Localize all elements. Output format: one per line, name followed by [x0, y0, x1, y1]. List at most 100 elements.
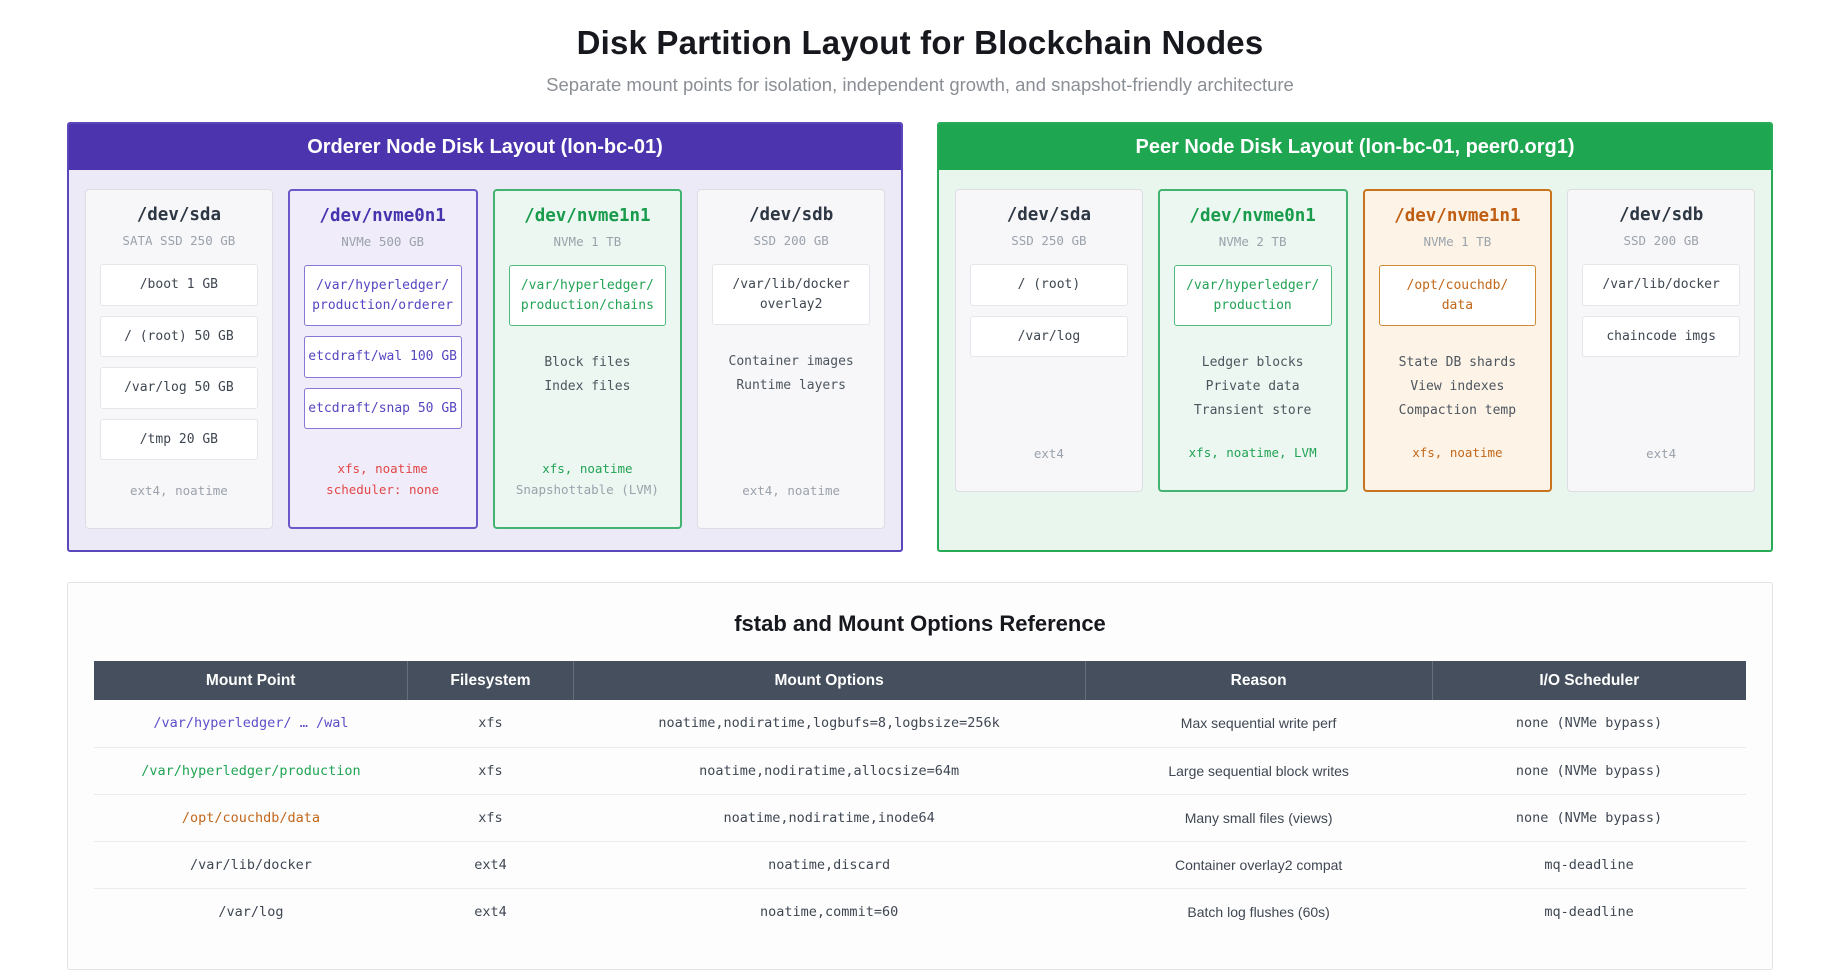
- disk-footnote: xfs, noatime: [542, 461, 633, 476]
- table-row: /opt/couchdb/data xfs noatime,nodiratime…: [94, 794, 1746, 841]
- filesystem-cell: xfs: [478, 715, 503, 732]
- partition-box: /opt/couchdb/ data: [1378, 265, 1537, 326]
- reason-cell: Many small files (views): [1184, 809, 1333, 826]
- reason-cell: Large sequential block writes: [1168, 762, 1349, 779]
- partition-box: / (root): [970, 264, 1128, 306]
- partition-box: /var/hyperledger/ production: [1173, 265, 1332, 326]
- fstab-table-title: fstab and Mount Options Reference: [734, 611, 1106, 636]
- disk-footnote: scheduler: none: [326, 482, 440, 497]
- mount-options-cell: noatime,nodiratime,inode64: [723, 809, 935, 826]
- scheduler-cell: none (NVMe bypass): [1515, 762, 1663, 779]
- fstab-table: Mount Point Filesystem Mount Options Rea…: [94, 661, 1746, 935]
- disk-spec: SSD 200 GB: [753, 233, 829, 248]
- reason-cell: Batch log flushes (60s): [1187, 903, 1330, 920]
- peer-panel-body: /dev/sda SSD 250 GB / (root) /var/log ex…: [939, 170, 1771, 513]
- disk-footnotes: ext4: [965, 428, 1133, 467]
- disk-card-peer-sdb: /dev/sdb SSD 200 GB /var/lib/docker chai…: [1567, 189, 1755, 492]
- partition-box: / (root) 50 GB: [100, 315, 258, 357]
- table-row: /var/log ext4 noatime,commit=60 Batch lo…: [94, 888, 1746, 935]
- column-header-filesystem: Filesystem: [407, 661, 574, 700]
- partition-box: /tmp 20 GB: [100, 418, 258, 460]
- disk-footnote: ext4, noatime: [742, 483, 841, 498]
- disk-content-item: Index files: [544, 379, 631, 394]
- disk-name: /dev/sda: [136, 205, 222, 225]
- mount-options-cell: noatime,nodiratime,logbufs=8,logbsize=25…: [658, 715, 1000, 732]
- disk-contents: Container images Runtime layers: [707, 345, 875, 402]
- filesystem-cell: ext4: [474, 856, 507, 873]
- disk-contents: Block files Index files: [504, 346, 672, 403]
- disk-name: /dev/sda: [1006, 205, 1092, 225]
- disk-footnotes: ext4, noatime: [95, 465, 263, 504]
- mount-point-cell: /opt/couchdb/data: [181, 809, 321, 826]
- scheduler-cell: none (NVMe bypass): [1515, 715, 1663, 732]
- filesystem-cell: ext4: [474, 903, 507, 920]
- disk-content-item: View indexes: [1410, 379, 1505, 394]
- filesystem-cell: xfs: [478, 762, 503, 779]
- scheduler-cell: mq-deadline: [1544, 856, 1634, 873]
- page-subtitle: Separate mount points for isolation, ind…: [546, 74, 1294, 95]
- disk-spec: SATA SSD 250 GB: [122, 233, 236, 248]
- disk-content-item: Runtime layers: [736, 378, 846, 393]
- mount-options-cell: noatime,nodiratime,allocsize=64m: [699, 762, 960, 779]
- disk-card-peer-sda: /dev/sda SSD 250 GB / (root) /var/log ex…: [955, 189, 1143, 492]
- disk-name: /dev/nvme1n1: [524, 206, 651, 226]
- disk-name: /dev/nvme1n1: [1394, 206, 1521, 226]
- table-row: /var/lib/docker ext4 noatime,discard Con…: [94, 841, 1746, 888]
- partition-box: /var/log 50 GB: [100, 367, 258, 409]
- filesystem-cell: xfs: [478, 809, 503, 826]
- disk-footnotes: ext4: [1577, 428, 1745, 467]
- disk-footnote: xfs, noatime: [337, 461, 428, 476]
- page-header: Disk Partition Layout for Blockchain Nod…: [0, 0, 1840, 96]
- disk-spec: NVMe 1 TB: [1423, 234, 1492, 249]
- partition-box: /var/log: [970, 315, 1128, 357]
- disk-card-orderer-sda: /dev/sda SATA SSD 250 GB /boot 1 GB / (r…: [85, 189, 273, 529]
- disk-card-peer-nvme1n1: /dev/nvme1n1 NVMe 1 TB /opt/couchdb/ dat…: [1362, 189, 1553, 492]
- page-title: Disk Partition Layout for Blockchain Nod…: [576, 24, 1264, 61]
- disk-footnote: ext4, noatime: [129, 483, 228, 498]
- disk-content-item: Ledger blocks: [1201, 355, 1304, 370]
- disk-contents: Ledger blocks Private data Transient sto…: [1169, 346, 1337, 427]
- fstab-table-header-row: Mount Point Filesystem Mount Options Rea…: [94, 661, 1746, 700]
- disk-name: /dev/sdb: [748, 205, 834, 225]
- disk-footnotes: ext4, noatime: [707, 465, 875, 504]
- disk-content-item: Transient store: [1193, 403, 1312, 418]
- mount-point-cell: /var/log: [218, 903, 284, 920]
- partition-box: /boot 1 GB: [100, 264, 258, 306]
- column-header-mount-options: Mount Options: [573, 661, 1086, 700]
- disk-content-item: Private data: [1205, 379, 1300, 394]
- fstab-reference-section: fstab and Mount Options Reference Mount …: [67, 582, 1773, 970]
- peer-panel-title: Peer Node Disk Layout (lon-bc-01, peer0.…: [939, 124, 1771, 170]
- table-row: /var/hyperledger/ … /wal xfs noatime,nod…: [94, 700, 1746, 747]
- disk-card-peer-nvme0n1: /dev/nvme0n1 NVMe 2 TB /var/hyperledger/…: [1157, 189, 1348, 492]
- disk-layout-panels: Orderer Node Disk Layout (lon-bc-01) /de…: [67, 122, 1773, 552]
- mount-options-cell: noatime,commit=60: [760, 903, 899, 920]
- disk-name: /dev/nvme0n1: [1189, 206, 1316, 226]
- reason-cell: Max sequential write perf: [1180, 715, 1337, 732]
- disk-content-item: Container images: [728, 354, 854, 369]
- disk-name: /dev/sdb: [1618, 205, 1704, 225]
- column-header-reason: Reason: [1085, 661, 1433, 700]
- disk-spec: NVMe 500 GB: [341, 234, 425, 249]
- partition-box: etcdraft/snap 50 GB: [303, 387, 462, 429]
- disk-footnote: xfs, noatime: [1412, 445, 1503, 460]
- disk-spec: NVMe 1 TB: [553, 234, 622, 249]
- mount-point-cell: /var/hyperledger/production: [141, 762, 361, 779]
- disk-spec: SSD 250 GB: [1011, 233, 1087, 248]
- partition-box: /var/hyperledger/ production/chains: [508, 265, 667, 326]
- disk-card-orderer-sdb: /dev/sdb SSD 200 GB /var/lib/docker over…: [697, 189, 885, 529]
- partition-box: /var/lib/docker: [1582, 264, 1740, 306]
- scheduler-cell: mq-deadline: [1544, 903, 1634, 920]
- disk-content-item: Block files: [544, 355, 631, 370]
- disk-footnote: ext4: [1033, 446, 1064, 461]
- mount-options-cell: noatime,discard: [768, 856, 891, 873]
- column-header-mount-point: Mount Point: [94, 661, 409, 700]
- disk-card-orderer-nvme1n1: /dev/nvme1n1 NVMe 1 TB /var/hyperledger/…: [492, 189, 683, 529]
- disk-footnote: Snapshottable (LVM): [515, 482, 659, 497]
- disk-card-orderer-nvme0n1: /dev/nvme0n1 NVMe 500 GB /var/hyperledge…: [287, 189, 478, 529]
- disk-content-item: State DB shards: [1398, 355, 1517, 370]
- disk-footnotes: xfs, noatime: [1374, 427, 1542, 466]
- disk-footnotes: xfs, noatime, LVM: [1169, 427, 1337, 466]
- disk-contents: State DB shards View indexes Compaction …: [1374, 346, 1542, 427]
- table-row: /var/hyperledger/production xfs noatime,…: [94, 747, 1746, 794]
- disk-spec: SSD 200 GB: [1623, 233, 1699, 248]
